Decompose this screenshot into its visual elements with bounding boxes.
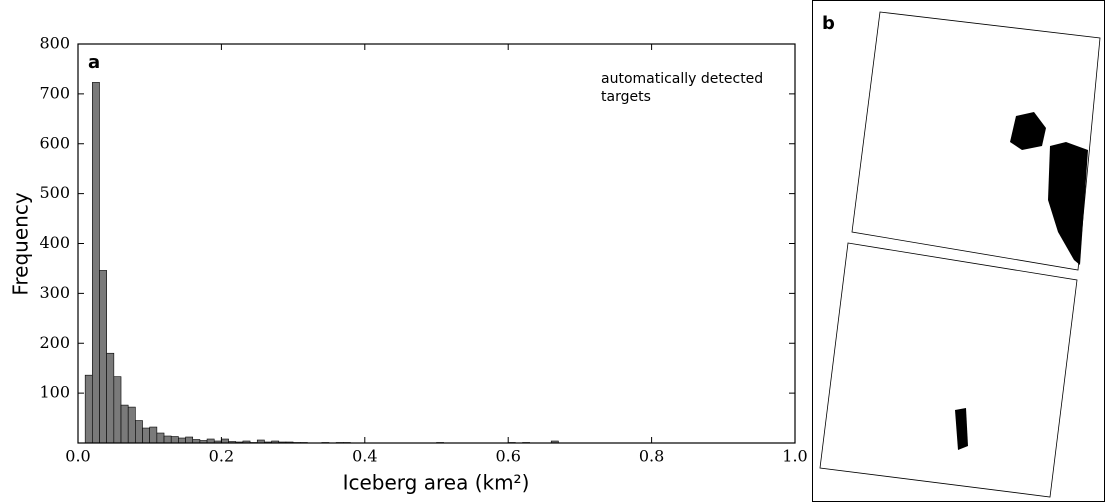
y-tick-label: 200 [39,333,70,352]
x-tick-label: 0.0 [65,447,90,466]
scene-bottom [820,243,1077,497]
page: a Iceberg area (km²) Frequency b 100 200 3… [0,0,1105,502]
bar [178,438,185,443]
annotation: automatically detected targets [601,70,791,106]
y-tick-label: 400 [39,233,70,252]
x-tick-label: 1.0 [782,447,807,466]
bar [85,375,92,443]
y-tick-label: 500 [39,183,70,202]
bar [128,407,135,443]
x-tick-label: 0.4 [352,447,377,466]
y-tick-label: 600 [39,133,70,152]
y-tick-label: 100 [39,383,70,402]
bar [150,427,157,443]
x-tick-label: 0.8 [639,447,664,466]
y-tick-label: 800 [39,34,70,53]
x-axis-label: Iceberg area (km²) [343,471,530,495]
panel-label: a [88,52,100,73]
bar [92,82,99,443]
bar [135,421,142,443]
chart: a Iceberg area (km²) Frequency b 100 200 3… [0,0,1105,502]
bar [157,433,164,443]
x-tick-label: 0.6 [495,447,520,466]
bar [164,436,171,443]
y-axis-label: Frequency [9,192,33,295]
bar [171,437,178,443]
bar [100,270,107,443]
x-tick-label: 0.2 [209,447,234,466]
y-tick-label: 700 [39,83,70,102]
bar [114,377,121,443]
bar [107,353,114,443]
bar [186,437,193,443]
panel-label: b [822,13,835,34]
bar [121,405,128,443]
bar [143,428,150,443]
y-tick-label: 300 [39,283,70,302]
image-panel: b [813,1,1105,502]
